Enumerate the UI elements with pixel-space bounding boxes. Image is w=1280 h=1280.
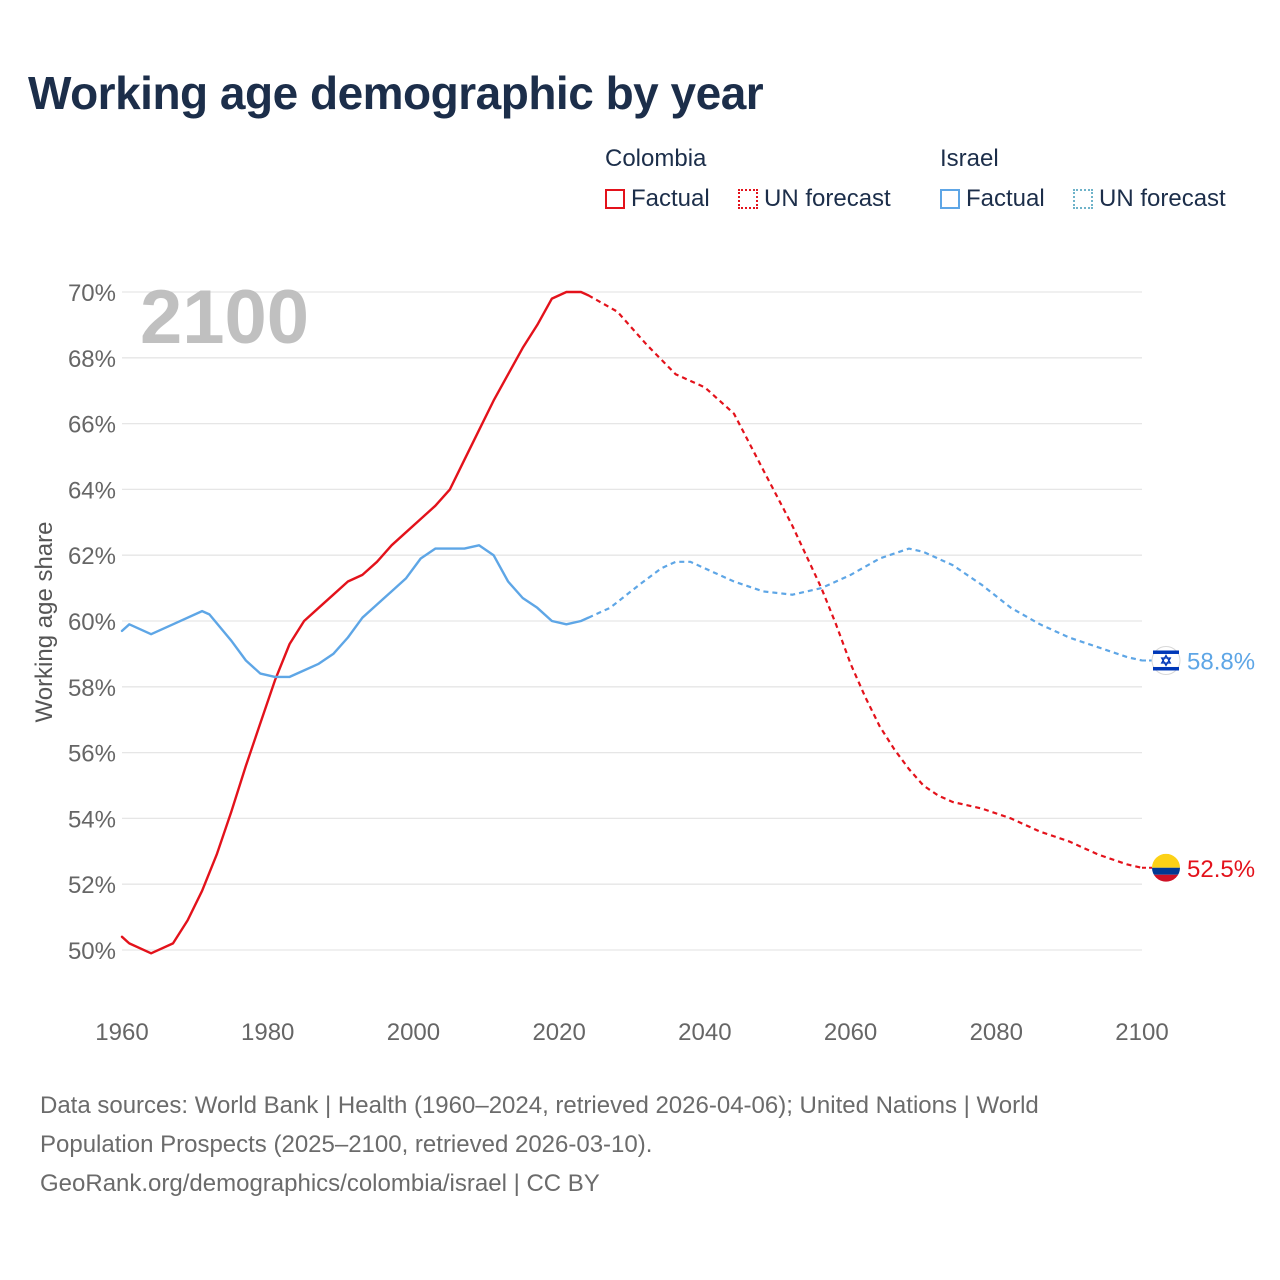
legend-swatch-dotted-icon — [1073, 189, 1093, 209]
y-axis-label: Working age share — [31, 522, 58, 723]
series-line-colombia-factual — [120, 290, 590, 955]
y-tick-label: 70% — [68, 280, 116, 307]
legend-swatch-solid-icon — [940, 189, 960, 209]
legend-title-colombia: Colombia — [605, 145, 707, 172]
source-line-1: Data sources: World Bank | Health (1960–… — [40, 1092, 1039, 1119]
x-tick-label: 2040 — [678, 1019, 731, 1046]
legend-item-colombia-forecast[interactable]: UN forecast — [738, 185, 891, 213]
x-tick-label: 1960 — [95, 1019, 148, 1046]
y-tick-label: 64% — [68, 477, 116, 504]
legend-swatch-solid-icon — [605, 189, 625, 209]
end-value-label-israel: 58.8% — [1187, 648, 1255, 675]
x-tick-label: 2020 — [532, 1019, 585, 1046]
y-tick-label: 58% — [68, 675, 116, 702]
flag-stripe-top — [1153, 650, 1179, 654]
source-note: Data sources: World Bank | Health (1960–… — [40, 1086, 1180, 1203]
israel-flag-icon — [1151, 645, 1181, 675]
flag-stripe-red — [1152, 874, 1180, 882]
x-tick-label: 1980 — [241, 1019, 294, 1046]
source-line-3[interactable]: GeoRank.org/demographics/colombia/israel… — [40, 1170, 600, 1197]
star-of-david-down — [1160, 657, 1172, 667]
x-tick-label: 2080 — [970, 1019, 1023, 1046]
legend-title-israel: Israel — [940, 145, 999, 172]
legend-item-israel-forecast[interactable]: UN forecast — [1073, 185, 1226, 213]
y-tick-label: 54% — [68, 806, 116, 833]
star-of-david-up — [1160, 654, 1172, 664]
flag-stripes — [1152, 853, 1180, 882]
year-watermark: 2100 — [140, 275, 309, 360]
legend-item-colombia-factual[interactable]: Factual — [605, 185, 710, 213]
chart-title: Working age demographic by year — [28, 67, 764, 119]
gridlines — [122, 291, 1142, 951]
line-chart: 50%52%54%56%58%60%62%64%66%68%70% 1960 19… — [31, 275, 1255, 1046]
series-line-israel-factual — [120, 544, 590, 679]
flag-stripe-yellow — [1152, 853, 1180, 868]
y-tick-label: 60% — [68, 609, 116, 636]
y-tick-label: 68% — [68, 346, 116, 373]
legend-label: UN forecast — [1099, 185, 1226, 212]
y-axis-ticks: 50% 52% 54% 56% 58% 60% 62% 64% 66% 68% 70% — [68, 280, 116, 965]
y-tick-label: 62% — [68, 543, 116, 570]
x-tick-label: 2100 — [1115, 1019, 1168, 1046]
x-tick-label: 2000 — [387, 1019, 440, 1046]
source-line-2: Population Prospects (2025–2100, retriev… — [40, 1131, 653, 1158]
x-axis-ticks: 1960 1980 2000 2020 2040 2060 2080 2100 — [95, 1019, 1168, 1046]
flag-stripe-blue — [1152, 867, 1180, 875]
legend-label: Factual — [966, 185, 1045, 212]
series-end-markers: 52.5% 58.8% — [1142, 645, 1255, 883]
series-lines — [120, 290, 1143, 955]
legend-item-israel-factual[interactable]: Factual — [940, 185, 1045, 213]
x-tick-label: 2060 — [824, 1019, 877, 1046]
legend-label: UN forecast — [764, 185, 891, 212]
legend-swatch-dotted-icon — [738, 189, 758, 209]
y-tick-label: 66% — [68, 412, 116, 439]
series-line-colombia-forecast — [587, 294, 1143, 869]
end-value-label-colombia: 52.5% — [1187, 856, 1255, 883]
colombia-flag-icon — [1152, 853, 1180, 882]
y-tick-label: 52% — [68, 872, 116, 899]
y-tick-label: 50% — [68, 938, 116, 965]
y-tick-label: 56% — [68, 741, 116, 768]
series-line-israel-forecast — [587, 547, 1143, 662]
flag-stripe-bottom — [1153, 666, 1179, 671]
legend-label: Factual — [631, 185, 710, 212]
